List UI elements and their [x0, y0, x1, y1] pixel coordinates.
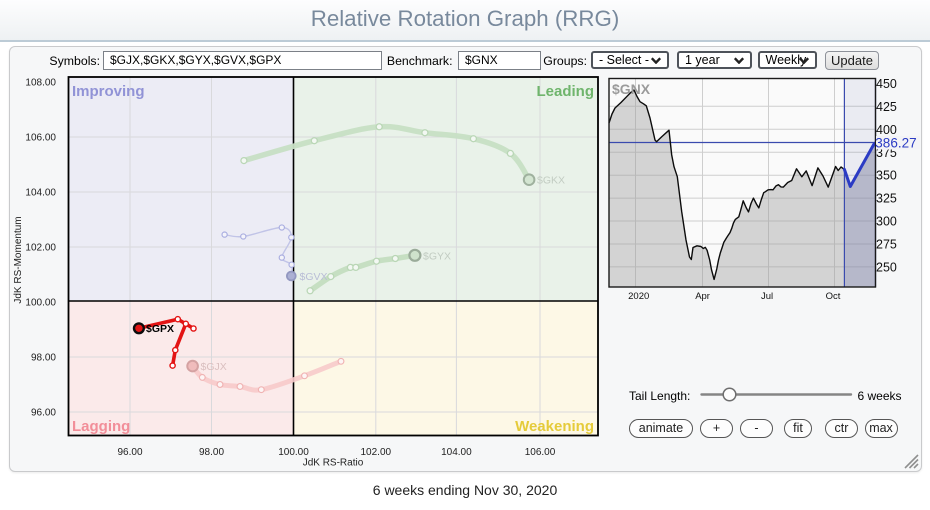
- svg-text:$GVX: $GVX: [300, 271, 328, 283]
- svg-text:96.00: 96.00: [117, 447, 142, 458]
- svg-text:2020: 2020: [628, 291, 649, 302]
- svg-text:$GYX: $GYX: [423, 251, 451, 263]
- svg-text:Weakening: Weakening: [515, 418, 594, 435]
- svg-text:100.00: 100.00: [25, 298, 56, 309]
- svg-text:108.00: 108.00: [25, 78, 56, 89]
- svg-text:104.00: 104.00: [25, 188, 56, 199]
- svg-text:Leading: Leading: [536, 83, 594, 100]
- svg-text:Jul: Jul: [761, 291, 773, 302]
- svg-text:$GKX: $GKX: [537, 175, 565, 187]
- svg-text:96.00: 96.00: [31, 408, 56, 419]
- svg-text:JdK RS-Ratio: JdK RS-Ratio: [303, 458, 364, 469]
- svg-text:$GJX: $GJX: [201, 361, 227, 373]
- svg-text:106.00: 106.00: [25, 133, 56, 144]
- svg-text:450: 450: [876, 77, 897, 91]
- svg-text:250: 250: [876, 260, 897, 274]
- svg-text:100.00: 100.00: [278, 447, 309, 458]
- svg-text:104.00: 104.00: [441, 447, 472, 458]
- svg-text:102.00: 102.00: [25, 243, 56, 254]
- svg-text:102.00: 102.00: [361, 447, 392, 458]
- svg-text:Lagging: Lagging: [72, 418, 130, 435]
- svg-text:$GPX: $GPX: [146, 323, 174, 335]
- svg-text:Oct: Oct: [826, 291, 841, 302]
- svg-text:106.00: 106.00: [525, 447, 556, 458]
- svg-text:Improving: Improving: [72, 83, 145, 100]
- svg-text:$GNX: $GNX: [612, 81, 651, 97]
- svg-text:375: 375: [876, 146, 897, 160]
- svg-text:98.00: 98.00: [199, 447, 224, 458]
- svg-text:300: 300: [876, 215, 897, 229]
- svg-text:400: 400: [876, 123, 897, 137]
- svg-text:98.00: 98.00: [31, 353, 56, 364]
- svg-text:350: 350: [876, 169, 897, 183]
- svg-text:325: 325: [876, 192, 897, 206]
- svg-text:Apr: Apr: [695, 291, 710, 302]
- svg-text:425: 425: [876, 100, 897, 114]
- svg-text:386.27: 386.27: [875, 136, 916, 151]
- svg-text:275: 275: [876, 237, 897, 251]
- svg-text:JdK RS-Momentum: JdK RS-Momentum: [13, 216, 24, 303]
